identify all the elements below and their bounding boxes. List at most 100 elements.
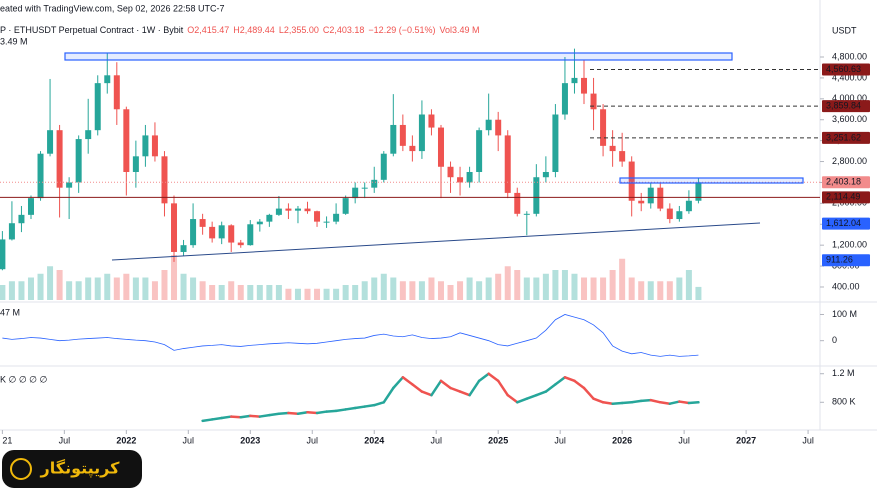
- volume-bar: [609, 270, 616, 300]
- price-badge-label: 3,251.62: [826, 132, 861, 142]
- indicator-segment: [563, 376, 576, 383]
- volume-bar: [218, 285, 225, 300]
- volume-bar: [590, 277, 597, 300]
- volume-bar: [380, 273, 387, 300]
- candle-body: [571, 77, 578, 84]
- volume-bar: [18, 281, 25, 300]
- candle-body: [0, 239, 6, 270]
- price-badge-label: 2,114.49: [826, 192, 860, 202]
- panel-label: 47 M: [0, 307, 20, 317]
- indicator-segment: [496, 379, 509, 397]
- indicator-segment: [639, 398, 653, 403]
- volume-bar: [85, 277, 92, 300]
- price-badge-label: 3,859.84: [826, 101, 861, 111]
- indicator-segment: [210, 416, 223, 421]
- candle-body: [466, 171, 473, 183]
- volume-bar: [47, 266, 54, 300]
- candle-body: [247, 224, 254, 246]
- indicator-segment: [201, 418, 214, 423]
- x-tick-label: Jul: [430, 435, 442, 445]
- volume-bar: [361, 281, 368, 300]
- indicator-segment: [325, 409, 338, 413]
- volume-bar: [437, 281, 444, 300]
- indicator-segment: [477, 372, 490, 383]
- candle-body: [409, 145, 416, 152]
- currency: USDT: [832, 25, 857, 35]
- volume-bar: [695, 286, 702, 300]
- y-tick-label: 0: [832, 335, 837, 345]
- volume-bar: [27, 277, 34, 300]
- volume-bar: [542, 273, 549, 300]
- y-tick-label: 400.00: [832, 281, 860, 291]
- volume-bar: [161, 270, 168, 300]
- volume-bar: [371, 277, 378, 300]
- candle-body: [485, 119, 492, 131]
- y-tick-label: 3,600.00: [832, 114, 867, 124]
- indicator-segment: [554, 376, 567, 386]
- volume-bar: [628, 277, 635, 300]
- volume-bar: [466, 277, 473, 300]
- y-tick-label: 4,000.00: [832, 93, 867, 103]
- candle-body: [361, 187, 368, 189]
- volume-bar: [0, 285, 6, 300]
- volume-bar: [190, 277, 197, 300]
- candle-body: [418, 114, 425, 152]
- candle-body: [447, 166, 454, 178]
- price-badge-label: 911.26: [826, 255, 853, 265]
- volume-bar: [504, 266, 511, 300]
- candle-body: [561, 83, 568, 115]
- candle-body: [209, 226, 216, 239]
- indicator-segment: [439, 379, 452, 390]
- volume-bar: [285, 288, 292, 300]
- candle-body: [171, 203, 178, 252]
- candle-body: [685, 200, 692, 212]
- indicator-segment: [630, 399, 643, 404]
- indicator-segment: [506, 393, 519, 404]
- indicator-segment: [363, 403, 376, 408]
- volume-bar: [447, 285, 454, 300]
- indicator-segment: [535, 390, 548, 397]
- volume-bar: [647, 281, 654, 300]
- price-badge-label: 2,403.18: [826, 177, 861, 187]
- candle-body: [342, 198, 349, 214]
- price-badge-label: 4,560.63: [826, 64, 861, 74]
- indicator-segment: [411, 383, 424, 393]
- candle-body: [142, 135, 149, 157]
- candle-body: [266, 214, 273, 222]
- volume-bar: [685, 270, 692, 300]
- logo-text: کریپتونگار: [40, 459, 121, 479]
- volume-bar: [457, 281, 464, 300]
- price-badge: [822, 191, 870, 204]
- indicator-segment: [582, 386, 595, 400]
- volume-bar: [209, 285, 216, 300]
- x-tick-label: 2024: [364, 435, 384, 445]
- price-badge: [822, 63, 870, 76]
- candle-body: [542, 171, 549, 178]
- candle-body: [104, 75, 111, 84]
- indicator-segment: [239, 414, 252, 419]
- indicator-segment: [268, 412, 281, 417]
- candle-body: [476, 130, 483, 172]
- candle-body: [314, 211, 321, 222]
- price-badge: [822, 217, 870, 230]
- volume-bar: [600, 277, 607, 300]
- logo-icon: [10, 458, 32, 480]
- candle-body: [533, 177, 540, 214]
- volume-bar: [247, 285, 254, 300]
- volume-bar: [228, 281, 235, 300]
- indicator-segment: [649, 398, 662, 404]
- symbol: P · ETHUSDT Perpetual Contract · 1W · By…: [0, 25, 480, 35]
- indicator-segment: [353, 405, 366, 410]
- candle-body: [151, 135, 158, 157]
- volume-bar: [523, 277, 530, 300]
- candle-body: [180, 245, 187, 252]
- candle-body: [457, 177, 464, 183]
- indicator-segment: [487, 372, 500, 383]
- candle-body: [190, 219, 197, 246]
- volume-bar: [180, 273, 187, 300]
- candle-body: [428, 114, 435, 128]
- candle-body: [113, 75, 120, 110]
- indicator-segment: [296, 411, 309, 415]
- y-tick-label: 4,400.00: [832, 72, 867, 82]
- candle-body: [581, 77, 588, 94]
